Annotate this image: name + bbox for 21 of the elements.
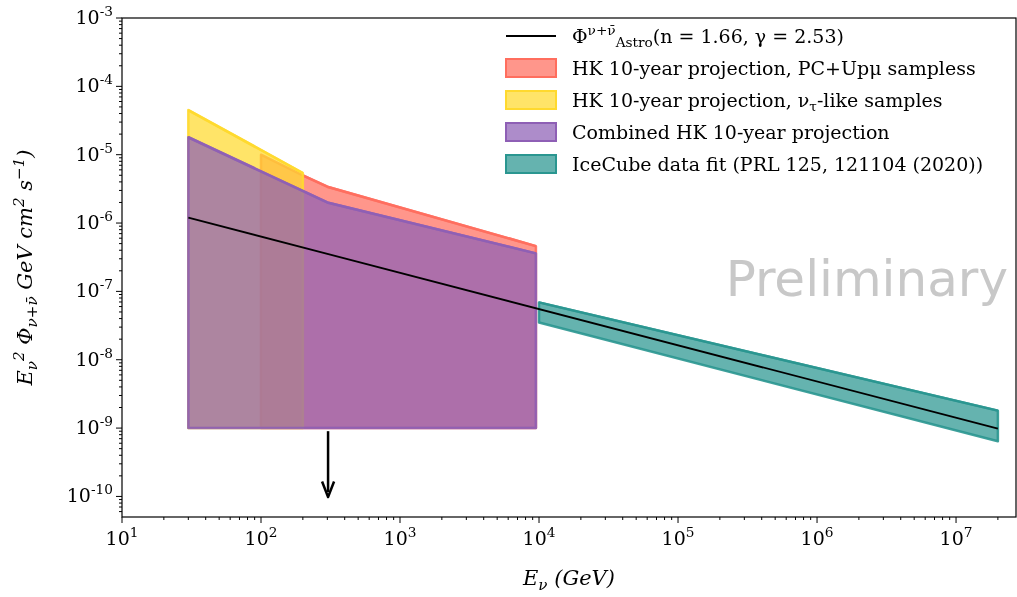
x-tick-label: 10$^{6}$: [800, 524, 834, 549]
x-tick-label: 10$^{5}$: [661, 524, 695, 549]
x-tick-label: 10$^{7}$: [939, 524, 973, 549]
legend-label: IceCube data fit (PRL 125, 121104 (2020)): [572, 153, 984, 175]
y-tick-label: 10$^{-6}$: [75, 208, 113, 234]
x-tick-label: 10$^{4}$: [522, 524, 556, 549]
x-tick-label: 10$^{3}$: [383, 524, 417, 549]
legend-label: HK 10-year projection, ν$_{τ}$-like samples: [572, 89, 943, 115]
y-tick-label: 10$^{-10}$: [66, 481, 113, 507]
y-tick-label: 10$^{-7}$: [75, 276, 113, 302]
x-tick-label: 10$^{1}$: [105, 524, 139, 549]
x-tick-label: 10$^{2}$: [244, 524, 278, 549]
y-tick-label: 10$^{-5}$: [75, 140, 113, 165]
legend-label: Φ$^{ν+ν̄}$$_{Astro}$(n = 1.66, γ = 2.53): [572, 22, 844, 51]
y-tick-label: 10$^{-8}$: [75, 345, 113, 370]
y-tick-label: 10$^{-4}$: [75, 71, 114, 97]
y-tick-label: 10$^{-9}$: [75, 413, 113, 439]
x-axis-title: E$_{ν}$ (GeV): [522, 566, 615, 594]
y-tick-label: 10$^{-3}$: [75, 3, 113, 28]
legend-label: Combined HK 10-year projection: [572, 121, 890, 143]
legend-label: HK 10-year projection, PC+Upμ sampless: [572, 57, 976, 79]
